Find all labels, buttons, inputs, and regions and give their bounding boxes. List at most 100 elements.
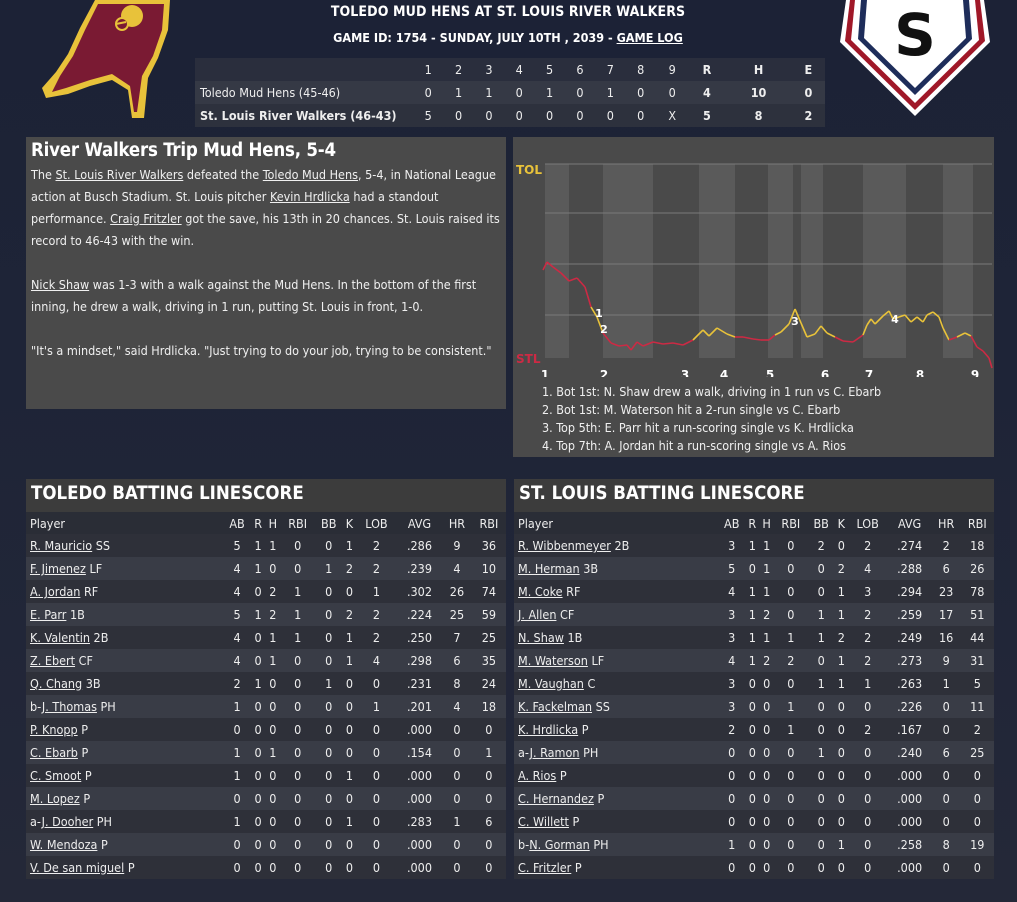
stat-cell: 0 (471, 764, 506, 787)
player-link[interactable]: M. Vaughan (518, 676, 584, 691)
stat-cell: 2 (342, 603, 357, 626)
player-link[interactable]: J. Ramon (529, 745, 580, 760)
player-cell: C. Fritzler P (514, 856, 719, 879)
player-link[interactable]: E. Parr (30, 607, 67, 622)
player-link[interactable]: K. Valentin (30, 630, 90, 645)
batting-row: Z. Ebert CF 4 0 1 0 0 1 4.298 6 35 (26, 649, 506, 672)
stat-cell: .000 (396, 764, 443, 787)
win-prob-segment (988, 357, 993, 369)
player-link[interactable]: W. Mendoza (30, 837, 98, 852)
batting-col-header[interactable]: LOB (356, 512, 397, 534)
batting-col-header[interactable]: RBI (960, 512, 994, 534)
player-link[interactable]: N. Shaw (518, 630, 564, 645)
player-link[interactable]: M. Lopez (30, 791, 80, 806)
win-prob-segment (716, 327, 728, 335)
player-link[interactable]: M. Herman (518, 561, 580, 576)
player-link[interactable]: N. Gorman (529, 837, 590, 852)
player-link-shaw[interactable]: Nick Shaw (31, 277, 90, 292)
player-link[interactable]: C. Fritzler (518, 860, 572, 875)
batting-col-header[interactable]: H (759, 512, 775, 534)
stat-cell: 0 (847, 787, 888, 810)
win-prob-segment (702, 329, 710, 337)
player-cell: Q. Chang 3B (26, 672, 224, 695)
batting-col-header[interactable]: RBI (774, 512, 808, 534)
player-link[interactable]: A. Rios (518, 768, 557, 783)
player-link[interactable]: V. De san miguel (30, 860, 125, 875)
win-prob-segment (788, 308, 796, 325)
stat-cell: 3 (718, 603, 746, 626)
stat-cell: 1 (251, 557, 266, 580)
player-position: 2B (614, 538, 630, 553)
player-link[interactable]: Z. Ebert (30, 653, 76, 668)
stat-cell: 1 (223, 741, 252, 764)
player-link[interactable]: C. Ebarb (30, 745, 78, 760)
stat-cell: 0 (834, 718, 848, 741)
player-link[interactable]: P. Knopp (30, 722, 78, 737)
batting-col-header[interactable]: Player (26, 512, 224, 534)
batting-col-header[interactable]: H (265, 512, 281, 534)
stat-cell: 1 (774, 695, 808, 718)
player-link[interactable]: K. Fackelman (518, 699, 592, 714)
player-link[interactable]: J. Thomas (41, 699, 97, 714)
player-link[interactable]: C. Willett (518, 814, 569, 829)
player-link[interactable]: R. Mauricio (30, 538, 93, 553)
batting-col-header[interactable]: RBI (280, 512, 315, 534)
stat-cell: 2 (847, 534, 888, 557)
player-link[interactable]: K. Hrdlicka (518, 722, 579, 737)
stat-cell: 2 (356, 626, 397, 649)
stat-cell: 0 (356, 833, 397, 856)
stat-cell: 0 (223, 856, 252, 879)
player-link[interactable]: C. Smoot (30, 768, 82, 783)
stat-cell: .259 (887, 603, 932, 626)
batting-col-header[interactable]: AB (718, 512, 746, 534)
stat-cell: 0 (745, 764, 760, 787)
batting-col-header[interactable]: HR (442, 512, 472, 534)
home-batting-table: Player AB R H RBI BB K LOB AVG HR RBI R. Wibbenmeye… (514, 512, 994, 879)
player-link[interactable]: J. Allen (518, 607, 557, 622)
player-cell: M. Vaughan C (514, 672, 719, 695)
team-link-stl[interactable]: St. Louis River Walkers (55, 167, 184, 182)
player-link[interactable]: M. Coke (518, 584, 563, 599)
batting-col-header[interactable]: Player (514, 512, 719, 534)
stat-cell: 2 (847, 603, 888, 626)
batting-col-header[interactable]: R (251, 512, 266, 534)
stat-cell: 1 (745, 649, 760, 672)
player-position: 3B (85, 676, 101, 691)
team-link-tol[interactable]: Toledo Mud Hens (262, 167, 358, 182)
game-log-link[interactable]: GAME LOG (616, 30, 683, 45)
player-link-hrdlicka[interactable]: Kevin Hrdlicka (269, 189, 350, 204)
player-link[interactable]: R. Wibbenmeyer (518, 538, 611, 553)
batting-header-row: Player AB R H RBI BB K LOB AVG HR RBI (26, 512, 506, 534)
player-link-fritzler[interactable]: Craig Fritzler (110, 211, 182, 226)
stat-cell: 4 (223, 649, 252, 672)
stat-cell: 0 (718, 856, 746, 879)
player-link[interactable]: A. Jordan (30, 584, 81, 599)
player-link[interactable]: C. Hernandez (518, 791, 594, 806)
player-cell: W. Mendoza P (26, 833, 224, 856)
batting-col-header[interactable]: K (342, 512, 357, 534)
stat-cell: .240 (887, 741, 932, 764)
stat-cell: 0 (342, 741, 357, 764)
player-link[interactable]: Q. Chang (30, 676, 83, 691)
batting-col-header[interactable]: R (745, 512, 760, 534)
stat-cell: 2 (759, 603, 775, 626)
batting-col-header[interactable]: AVG (396, 512, 443, 534)
linescore-inning-runs: 1 (534, 81, 565, 104)
batting-col-header[interactable]: AVG (887, 512, 932, 534)
batting-col-header[interactable]: K (834, 512, 848, 534)
batting-col-header[interactable]: BB (807, 512, 835, 534)
player-cell: K. Hrdlicka P (514, 718, 719, 741)
player-link[interactable]: J. Dooher (41, 814, 94, 829)
batting-col-header[interactable]: BB (314, 512, 343, 534)
stat-cell: 1 (356, 695, 397, 718)
win-prob-segment (888, 310, 894, 320)
batting-col-header[interactable]: RBI (471, 512, 506, 534)
batting-col-header[interactable]: AB (223, 512, 252, 534)
player-position: PH (100, 699, 116, 714)
player-link[interactable]: M. Waterson (518, 653, 588, 668)
stat-cell: 2 (356, 557, 397, 580)
batting-col-header[interactable]: LOB (847, 512, 888, 534)
player-link[interactable]: F. Jimenez (30, 561, 86, 576)
batting-col-header[interactable]: HR (931, 512, 961, 534)
stat-cell: 0 (759, 856, 775, 879)
